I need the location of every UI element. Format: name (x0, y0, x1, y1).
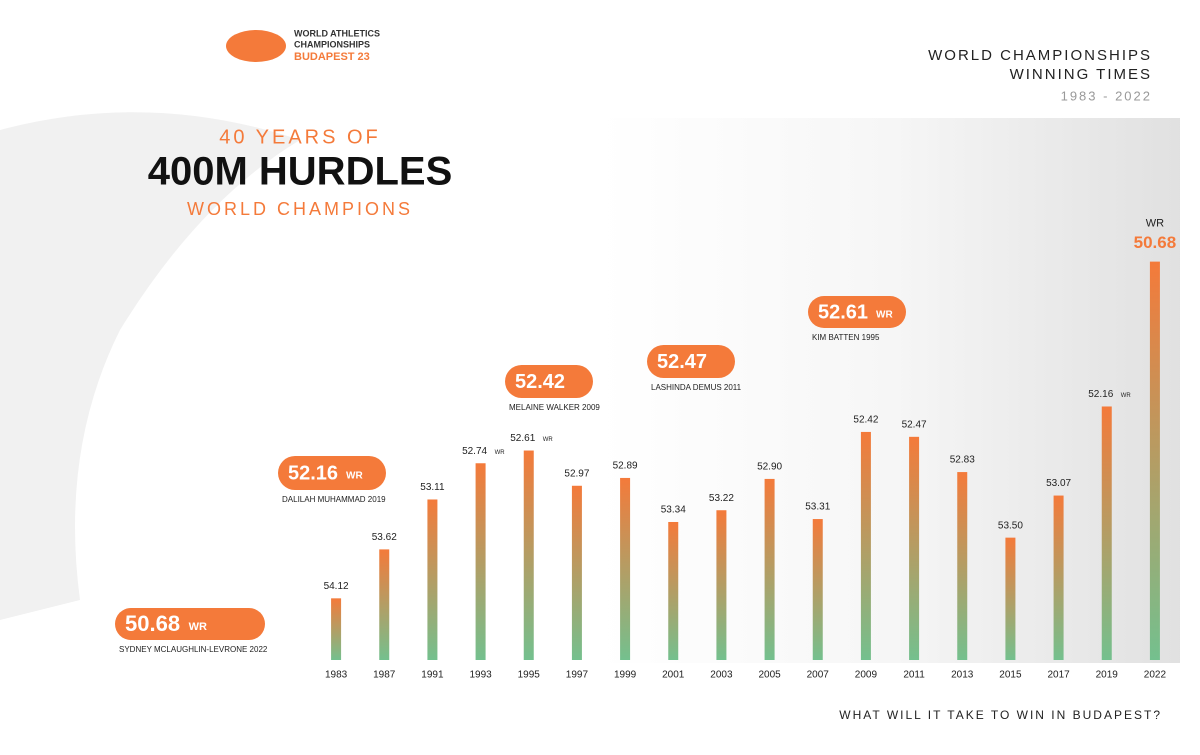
callout-time: 52.16 (288, 462, 338, 484)
callout-pill (115, 608, 265, 640)
bar (716, 510, 727, 660)
hero-kicker: 40 YEARS OF (219, 126, 381, 148)
x-tick-label: 2003 (710, 670, 733, 681)
bar (523, 450, 534, 660)
callout-time: 52.42 (515, 371, 565, 393)
value-label: 52.42 (853, 415, 878, 426)
bar (427, 499, 438, 660)
decor-shape (0, 112, 300, 620)
bar (668, 521, 679, 660)
callout-pill (808, 296, 906, 328)
value-note: WR (1146, 218, 1164, 230)
callout-time: 50.68 (125, 611, 180, 636)
logo-text: WORLD ATHLETICS (294, 28, 380, 38)
value-label: 53.62 (372, 532, 397, 543)
logo-text: CHAMPIONSHIPS (294, 39, 370, 49)
callout-name: MELAINE WALKER 2009 (509, 403, 600, 412)
callout-name: LASHINDA DEMUS 2011 (651, 383, 742, 392)
value-label: 52.47 (902, 419, 927, 430)
x-tick-label: 2001 (662, 670, 685, 681)
bar (812, 519, 823, 660)
callout-time: 52.47 (657, 351, 707, 373)
x-tick-label: 1991 (421, 670, 444, 681)
bar (620, 477, 631, 660)
header-range: 1983 - 2022 (1061, 88, 1152, 103)
callout-pill (505, 365, 593, 398)
callout-pill (647, 345, 735, 378)
x-tick-label: 1995 (518, 670, 541, 681)
footer-text: WHAT WILL IT TAKE TO WIN IN BUDAPEST? (839, 708, 1162, 722)
x-tick-label: 1997 (566, 670, 589, 681)
bar (1053, 495, 1064, 660)
value-label: 52.89 (613, 461, 638, 472)
bar (379, 549, 390, 660)
value-label: 52.16 (1088, 389, 1113, 400)
x-tick-label: 2015 (999, 670, 1022, 681)
bar (909, 436, 920, 660)
x-tick-label: 2017 (1047, 670, 1070, 681)
bar (475, 463, 486, 660)
callout-name: KIM BATTEN 1995 (812, 333, 880, 342)
value-note: WR (1121, 393, 1132, 399)
x-tick-label: 2005 (758, 670, 781, 681)
x-tick-label: 2011 (903, 670, 925, 681)
bar (1101, 406, 1112, 660)
x-tick-label: 1993 (469, 670, 492, 681)
value-label: 52.74 (462, 446, 487, 457)
value-label: 52.83 (950, 455, 975, 466)
value-label: 52.97 (564, 468, 589, 479)
value-note: WR (495, 450, 506, 456)
bar (860, 431, 871, 660)
x-tick-label: 2009 (855, 670, 878, 681)
value-label: 50.68 (1134, 233, 1177, 252)
bar (571, 485, 582, 660)
x-tick-label: 1987 (373, 670, 396, 681)
x-tick-label: 2013 (951, 670, 974, 681)
value-label: 53.31 (805, 502, 830, 513)
callout-pill (278, 456, 386, 490)
x-tick-label: 2022 (1144, 670, 1167, 681)
value-label: 53.34 (661, 505, 686, 516)
x-tick-label: 2007 (807, 670, 830, 681)
bar (1005, 537, 1016, 660)
logo-mark (226, 30, 286, 62)
value-label: 53.22 (709, 493, 734, 504)
value-label: 54.12 (324, 581, 349, 592)
callout-time: 52.61 (818, 301, 868, 323)
value-note: WR (543, 437, 554, 443)
bar (764, 478, 775, 660)
hero-title: 400M HURDLES (148, 150, 453, 194)
callout-note: WR (876, 310, 893, 321)
callout-note: WR (189, 621, 207, 633)
value-label: 53.50 (998, 520, 1023, 531)
photo-backdrop (600, 118, 1180, 663)
hero-subtitle: WORLD CHAMPIONS (187, 199, 413, 219)
bar (1149, 261, 1160, 660)
x-tick-label: 1983 (325, 670, 348, 681)
value-label: 53.11 (420, 482, 445, 493)
bar (957, 472, 968, 660)
value-label: 52.61 (510, 433, 535, 444)
bar (331, 598, 342, 660)
logo-text: BUDAPEST 23 (294, 51, 370, 63)
callout-note: WR (346, 471, 363, 482)
callout-name: DALILAH MUHAMMAD 2019 (282, 495, 386, 504)
x-tick-label: 1999 (614, 670, 637, 681)
header-title: WORLD CHAMPIONSHIPS (928, 47, 1152, 64)
x-tick-label: 2019 (1096, 670, 1119, 681)
header-title: WINNING TIMES (1010, 66, 1152, 83)
value-label: 52.90 (757, 462, 782, 473)
callout-name: SYDNEY MCLAUGHLIN-LEVRONE 2022 (119, 645, 268, 654)
logo: WORLD ATHLETICS CHAMPIONSHIPS BUDAPEST 2… (226, 28, 380, 63)
value-label: 53.07 (1046, 478, 1071, 489)
